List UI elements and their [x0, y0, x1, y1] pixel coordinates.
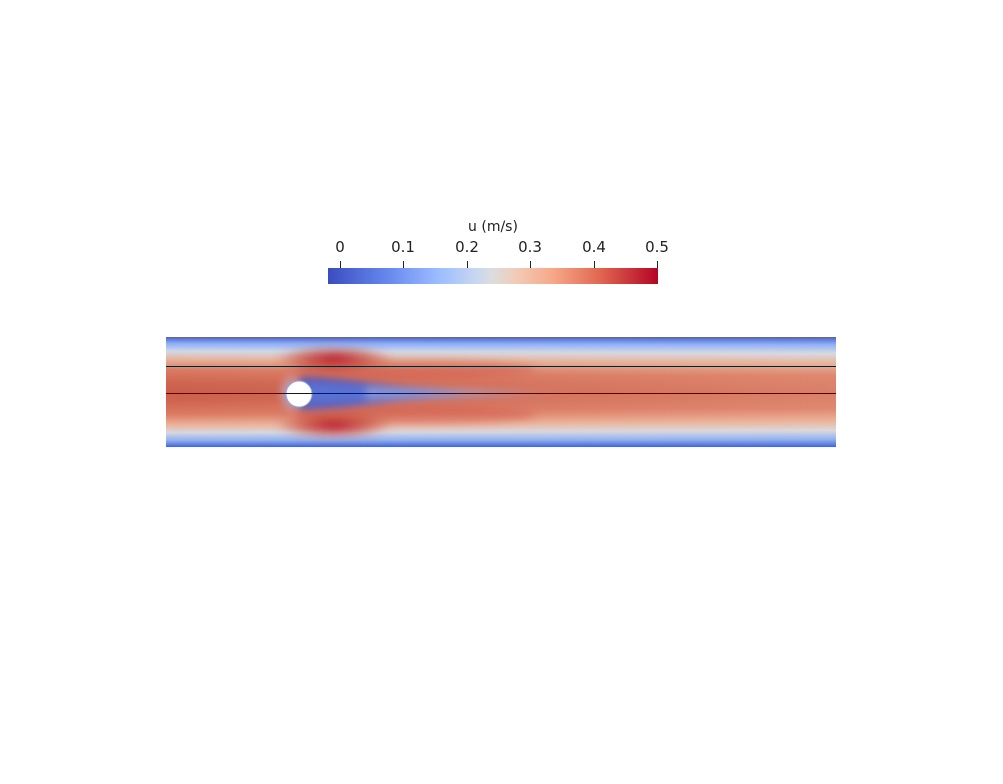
colorbar-tick — [594, 261, 595, 272]
acceleration-jets — [274, 345, 536, 439]
colorbar-tick — [467, 261, 468, 272]
colorbar-tick — [340, 261, 341, 272]
colorbar-tick — [657, 261, 658, 272]
colorbar-tick-label: 0.2 — [455, 238, 479, 256]
flow-field-plot — [166, 337, 836, 447]
colorbar-tick-label: 0 — [335, 238, 345, 256]
colorbar-tick — [530, 261, 531, 272]
colorbar-tick-labels: 0 0.1 0.2 0.3 0.4 0.5 — [328, 238, 669, 258]
lower-shear — [296, 406, 536, 424]
upper-shear — [296, 360, 536, 378]
colorbar-tick-label: 0.3 — [518, 238, 542, 256]
colorbar-tick-label: 0.5 — [645, 238, 669, 256]
colorbar-ticks — [328, 261, 658, 273]
colorbar-tick-label: 0.4 — [582, 238, 606, 256]
colorbar-tick — [403, 261, 404, 272]
colorbar-title: u (m/s) — [468, 219, 518, 235]
colorbar-gradient — [328, 268, 658, 284]
flow-field-svg — [166, 337, 836, 447]
colorbar-tick-label: 0.1 — [391, 238, 415, 256]
